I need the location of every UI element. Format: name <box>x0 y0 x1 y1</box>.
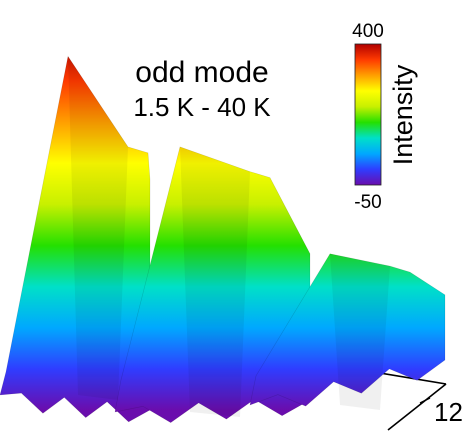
colorbar-gradient <box>354 43 382 186</box>
axis-tick-label: 12 <box>434 397 463 427</box>
colorbar-min-label: -50 <box>354 192 381 213</box>
intensity-surface <box>0 55 446 423</box>
surface-ridge-shade-2 <box>180 146 250 417</box>
surface-ridge-shade-1 <box>68 56 128 401</box>
surface-ridge-1 <box>0 55 151 423</box>
colorbar: 400 -50 Intensity <box>352 21 418 213</box>
surface-ridge-shade-3 <box>330 253 390 410</box>
chart-subtitle: 1.5 K - 40 K <box>133 92 271 122</box>
surface-ridge-2 <box>114 146 311 423</box>
surface-ridge-3 <box>249 253 446 407</box>
chart-title: odd mode <box>135 56 268 89</box>
colorbar-title: Intensity <box>388 64 418 165</box>
colorbar-max-label: 400 <box>352 21 384 42</box>
